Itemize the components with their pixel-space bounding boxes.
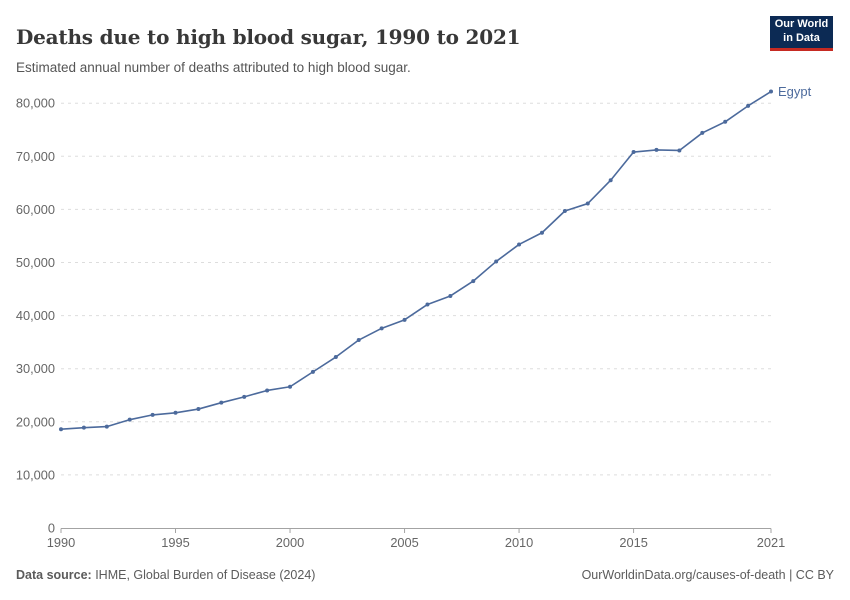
data-point-marker [356, 338, 361, 343]
x-axis-tick-label: 2021 [757, 535, 785, 550]
data-point-marker [562, 208, 567, 213]
y-axis-tick-label: 60,000 [16, 202, 55, 217]
y-axis-tick-label: 0 [48, 521, 55, 536]
line-chart: 0 10,000 20,000 30,000 40,000 50,000 60,000 70,… [16, 85, 812, 550]
data-point-marker [402, 317, 407, 322]
x-axis-tick-label: 2010 [505, 535, 533, 550]
data-source-text: IHME, Global Burden of Disease (2024) [91, 568, 316, 582]
data-point-marker [494, 259, 499, 264]
data-point-marker [700, 130, 705, 135]
series-end-label: Egypt [778, 85, 812, 99]
data-point-marker [379, 326, 384, 331]
x-axis-tick-label: 2000 [276, 535, 304, 550]
data-point-marker [265, 388, 270, 393]
chart-footer: Data source: IHME, Global Burden of Dise… [16, 568, 834, 582]
x-axis-tick-label: 1995 [161, 535, 189, 550]
y-axis-tick-label: 10,000 [16, 467, 55, 482]
data-point-marker [59, 427, 63, 432]
data-source: Data source: IHME, Global Burden of Dise… [16, 568, 315, 582]
x-axis-tick-label: 2015 [619, 535, 647, 550]
series-line [60, 90, 772, 431]
data-point-marker [723, 119, 728, 124]
data-point-marker [150, 412, 155, 417]
data-point-marker [219, 400, 224, 405]
data-point-marker [677, 148, 682, 153]
y-axis-tick-label: 20,000 [16, 414, 55, 429]
data-point-marker [104, 424, 109, 429]
data-point-marker [654, 147, 659, 152]
data-point-marker [242, 394, 247, 399]
data-point-marker [310, 369, 315, 374]
owid-logo-line2: in Data [783, 32, 820, 44]
data-point-marker [539, 230, 544, 235]
data-point-marker [471, 279, 476, 284]
data-source-label: Data source: [16, 568, 92, 582]
owid-logo-line1: Our World [774, 18, 829, 31]
data-point-marker [288, 384, 293, 389]
data-point-marker [585, 201, 590, 206]
data-point-marker [517, 242, 522, 247]
x-axis-tick-label: 2005 [390, 535, 418, 550]
data-point-marker [127, 417, 132, 422]
data-point-marker [769, 89, 773, 94]
data-point-marker [333, 355, 338, 360]
data-point-marker [608, 178, 613, 183]
data-point-marker [448, 293, 453, 298]
y-axis-tick-label: 80,000 [16, 96, 55, 111]
x-axis-tick-label: 1990 [47, 535, 75, 550]
chart-subtitle: Estimated annual number of deaths attrib… [16, 59, 411, 75]
owid-logo: Our World in Data [770, 16, 833, 51]
page-title: Deaths due to high blood sugar, 1990 to … [16, 25, 521, 50]
y-axis-tick-label: 70,000 [16, 149, 55, 164]
data-point-marker [81, 425, 86, 430]
data-point-marker [425, 302, 430, 307]
data-point-marker [196, 407, 201, 412]
y-axis-tick-label: 40,000 [16, 308, 55, 323]
data-point-marker [631, 150, 636, 155]
credit-link[interactable]: OurWorldinData.org/causes-of-death | CC … [581, 568, 834, 582]
y-axis-tick-label: 30,000 [16, 361, 55, 376]
y-axis-tick-label: 50,000 [16, 255, 55, 270]
data-point-marker [746, 103, 751, 108]
data-point-marker [173, 410, 178, 415]
